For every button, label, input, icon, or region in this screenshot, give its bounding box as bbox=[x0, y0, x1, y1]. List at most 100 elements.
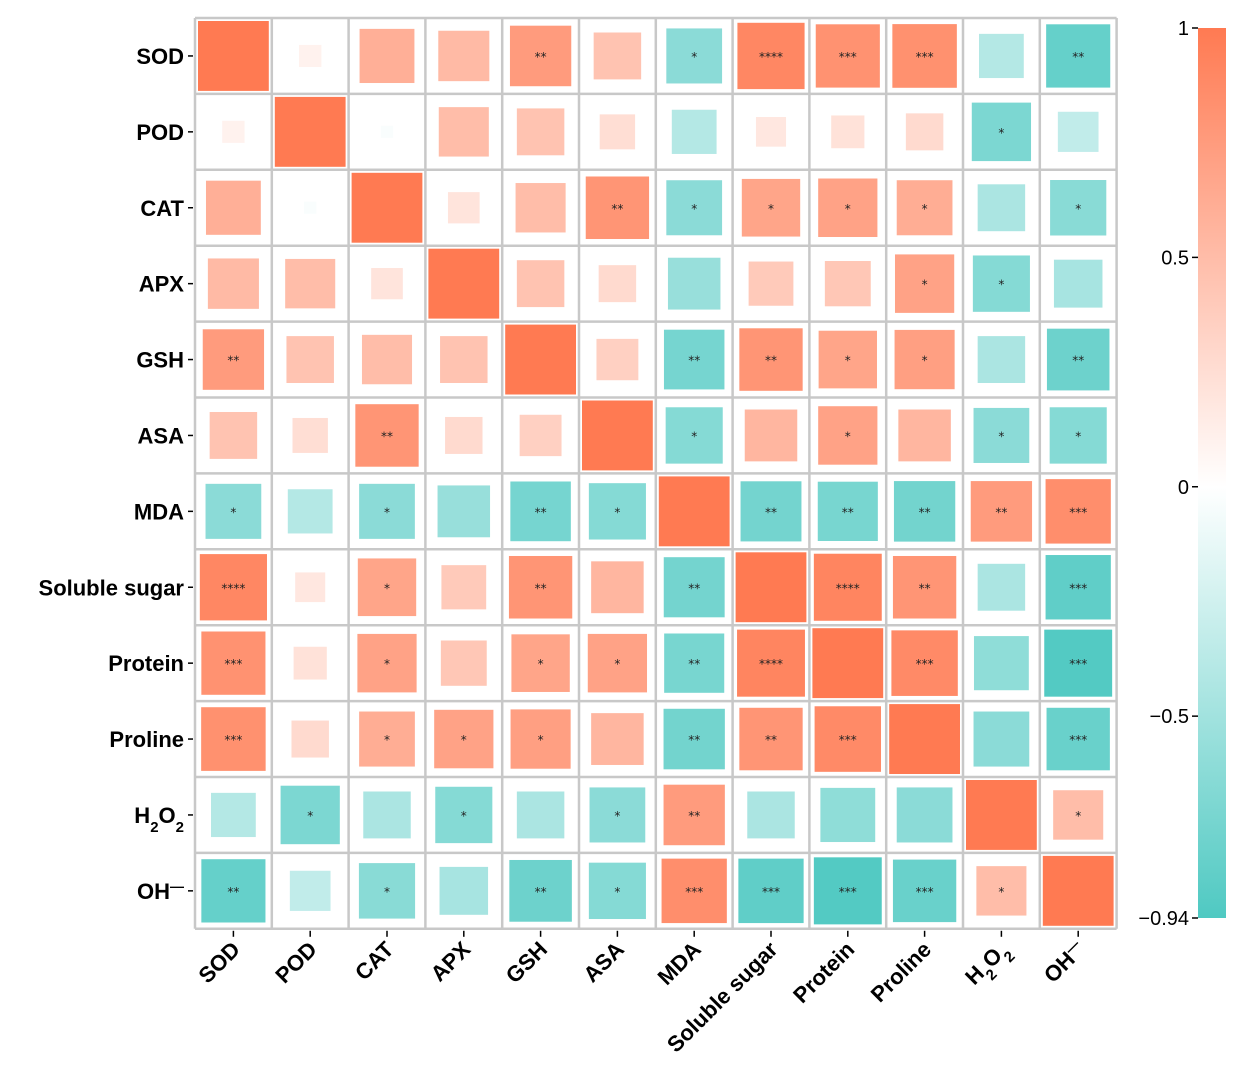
cell-sod-gsh bbox=[509, 25, 572, 87]
cell-protein-pod bbox=[293, 646, 327, 680]
cell-oh-proline-significance: *** bbox=[916, 885, 934, 899]
colorbar: 1 0.5 0 −0.5 −0.94 bbox=[1138, 18, 1226, 930]
cell-protein-mda-significance: ** bbox=[688, 657, 700, 671]
cell-oh-asa-significance: * bbox=[614, 885, 620, 899]
cell-h2o2-oh bbox=[1053, 790, 1104, 840]
cell-sod-oh-significance: ** bbox=[1072, 50, 1084, 64]
cell-soluble-sugar-apx bbox=[441, 565, 487, 610]
cell-mda-soluble-sugar bbox=[740, 481, 802, 542]
cell-cat-cat bbox=[351, 172, 423, 243]
cell-soluble-sugar-mda bbox=[663, 557, 725, 618]
cell-asa-mda bbox=[665, 407, 723, 464]
row-label-h2o2: H2O2 bbox=[134, 803, 184, 836]
cell-mda-asa-significance: * bbox=[614, 505, 620, 519]
cell-asa-h2o2-significance: * bbox=[998, 429, 1004, 443]
cell-gsh-sod bbox=[202, 329, 265, 390]
cell-gsh-soluble-sugar bbox=[739, 328, 803, 391]
cell-h2o2-apx bbox=[435, 786, 493, 844]
cell-asa-pod bbox=[292, 417, 328, 453]
cell-pod-pod bbox=[274, 96, 346, 167]
cell-protein-gsh-significance: * bbox=[538, 657, 544, 671]
cell-gsh-apx bbox=[440, 336, 488, 383]
cell-h2o2-cat bbox=[363, 791, 411, 839]
cell-cat-sod bbox=[205, 180, 261, 235]
cell-protein-h2o2 bbox=[973, 636, 1029, 691]
cell-pod-mda bbox=[671, 109, 717, 154]
cell-soluble-sugar-protein-significance: **** bbox=[836, 581, 860, 595]
cell-protein-sod bbox=[201, 631, 266, 695]
cell-cat-h2o2 bbox=[977, 184, 1026, 232]
row-label-soluble-sugar: Soluble sugar bbox=[39, 575, 185, 600]
cell-proline-soluble-sugar-significance: ** bbox=[765, 733, 777, 747]
row-label-sod: SOD bbox=[136, 44, 184, 69]
cell-h2o2-apx-significance: * bbox=[461, 809, 467, 823]
cell-pod-h2o2 bbox=[971, 102, 1032, 162]
cell-asa-soluble-sugar bbox=[744, 409, 798, 462]
cell-pod-asa bbox=[599, 114, 636, 150]
heatmap-cells: ** * **** *** *** ***** * * * * ** *** ** ** * * **** * * *… bbox=[198, 21, 1114, 926]
cell-gsh-asa bbox=[596, 338, 639, 381]
cell-soluble-sugar-h2o2 bbox=[977, 563, 1026, 611]
cell-mda-asa bbox=[588, 483, 646, 540]
cell-protein-gsh bbox=[511, 634, 570, 692]
cell-mda-protein bbox=[817, 481, 878, 542]
col-label-h2o2: H2O2 bbox=[960, 937, 1018, 995]
cell-soluble-sugar-cat bbox=[357, 558, 417, 617]
cell-sod-soluble-sugar-significance: **** bbox=[759, 50, 783, 64]
cell-cat-apx bbox=[447, 192, 480, 224]
cell-h2o2-mda-significance: ** bbox=[688, 809, 700, 823]
col-label-pod: POD bbox=[270, 937, 321, 988]
cell-cat-pod bbox=[304, 201, 317, 214]
cell-oh-h2o2-significance: * bbox=[998, 885, 1004, 899]
cell-asa-cat bbox=[355, 404, 419, 467]
cell-sod-protein bbox=[815, 24, 880, 88]
cell-apx-proline bbox=[894, 254, 955, 313]
cell-oh-gsh bbox=[509, 859, 572, 922]
cell-apx-apx bbox=[428, 248, 500, 319]
cell-asa-oh bbox=[1049, 407, 1107, 464]
cell-proline-gsh-significance: * bbox=[538, 733, 544, 747]
cell-h2o2-proline bbox=[896, 787, 953, 843]
cell-mda-oh bbox=[1045, 479, 1111, 544]
colorbar-tick-label: 0.5 bbox=[1161, 247, 1189, 269]
cell-soluble-sugar-oh bbox=[1045, 555, 1111, 620]
cell-apx-proline-significance: * bbox=[922, 278, 928, 292]
cell-gsh-oh-significance: ** bbox=[1072, 354, 1084, 368]
cell-apx-asa bbox=[598, 265, 637, 303]
cell-protein-sod-significance: *** bbox=[224, 657, 242, 671]
colorbar-tick-label: −0.5 bbox=[1150, 706, 1189, 728]
cell-proline-gsh bbox=[510, 709, 571, 769]
cell-soluble-sugar-gsh-significance: ** bbox=[535, 581, 547, 595]
cell-h2o2-asa-significance: * bbox=[614, 809, 620, 823]
cell-sod-gsh-significance: ** bbox=[535, 50, 547, 64]
cell-asa-mda-significance: * bbox=[691, 429, 697, 443]
cell-proline-protein bbox=[814, 706, 882, 772]
cell-pod-gsh bbox=[516, 108, 565, 156]
cell-mda-cat bbox=[359, 483, 415, 539]
cell-oh-sod bbox=[201, 859, 266, 923]
cell-soluble-sugar-sod-significance: **** bbox=[221, 581, 245, 595]
cell-cat-asa bbox=[585, 176, 650, 240]
cell-apx-pod bbox=[285, 258, 336, 309]
cell-protein-oh bbox=[1044, 629, 1113, 697]
cell-cat-mda bbox=[666, 180, 723, 236]
cell-gsh-oh bbox=[1046, 328, 1110, 391]
cell-pod-h2o2-significance: * bbox=[998, 126, 1004, 140]
cell-asa-protein bbox=[818, 406, 878, 465]
cell-sod-cat bbox=[359, 28, 415, 84]
cell-protein-soluble-sugar bbox=[737, 629, 805, 697]
cell-proline-apx-significance: * bbox=[461, 733, 467, 747]
cell-gsh-protein-significance: * bbox=[845, 354, 851, 368]
cell-mda-protein-significance: ** bbox=[842, 505, 854, 519]
cell-h2o2-mda bbox=[663, 784, 725, 846]
cell-soluble-sugar-asa bbox=[591, 561, 644, 614]
row-label-gsh: GSH bbox=[136, 348, 184, 373]
cell-mda-mda bbox=[658, 476, 730, 547]
cell-proline-pod bbox=[291, 720, 329, 758]
cell-h2o2-soluble-sugar bbox=[747, 791, 795, 839]
cell-h2o2-asa bbox=[589, 787, 646, 843]
cell-oh-mda bbox=[661, 858, 727, 924]
cell-apx-protein bbox=[824, 260, 871, 307]
row-label-cat: CAT bbox=[140, 196, 184, 221]
